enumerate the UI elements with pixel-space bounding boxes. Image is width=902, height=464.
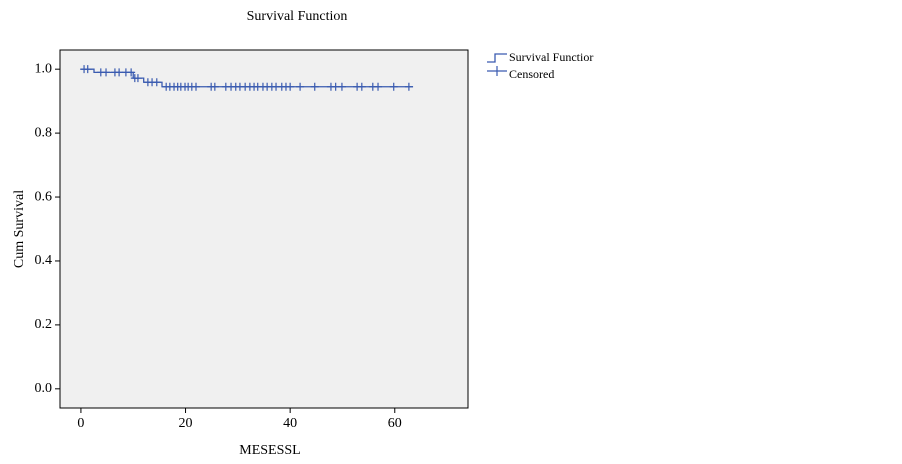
y-axis-label: Cum Survival bbox=[12, 190, 27, 268]
censored-mark bbox=[83, 65, 92, 74]
y-tick-label: 1.0 bbox=[35, 61, 53, 76]
y-tick-label: 0.8 bbox=[35, 125, 53, 140]
censored-mark bbox=[389, 82, 398, 91]
x-tick-label: 0 bbox=[77, 416, 84, 431]
censored-mark bbox=[374, 82, 383, 91]
censored-mark bbox=[357, 82, 366, 91]
censored-mark bbox=[102, 68, 111, 77]
censored-mark bbox=[133, 74, 142, 83]
x-axis-label: MESESSL bbox=[239, 443, 300, 458]
x-tick-label: 60 bbox=[388, 416, 402, 431]
legend-symbol bbox=[487, 53, 507, 63]
legend-label: Censored bbox=[509, 67, 554, 81]
censored-mark bbox=[337, 82, 346, 91]
plot-area bbox=[59, 49, 469, 409]
censored-mark bbox=[296, 82, 305, 91]
censored-mark bbox=[115, 68, 124, 77]
censored-mark bbox=[310, 82, 319, 91]
censored-mark bbox=[192, 82, 200, 91]
chart-title: Survival Function bbox=[247, 9, 348, 24]
y-tick-label: 0.0 bbox=[35, 381, 53, 396]
x-tick-label: 20 bbox=[179, 416, 193, 431]
y-tick-label: 0.4 bbox=[35, 253, 53, 268]
censored-mark bbox=[210, 82, 219, 91]
censored-mark bbox=[286, 82, 295, 91]
censored-mark bbox=[127, 68, 136, 77]
x-tick-label: 40 bbox=[283, 416, 297, 431]
y-tick-label: 0.6 bbox=[35, 189, 53, 204]
y-tick-label: 0.2 bbox=[35, 317, 53, 332]
legend-symbol bbox=[487, 66, 507, 76]
legend-label: Survival Functior bbox=[509, 50, 593, 64]
censored-mark bbox=[404, 82, 413, 91]
censored-mark bbox=[152, 78, 161, 87]
